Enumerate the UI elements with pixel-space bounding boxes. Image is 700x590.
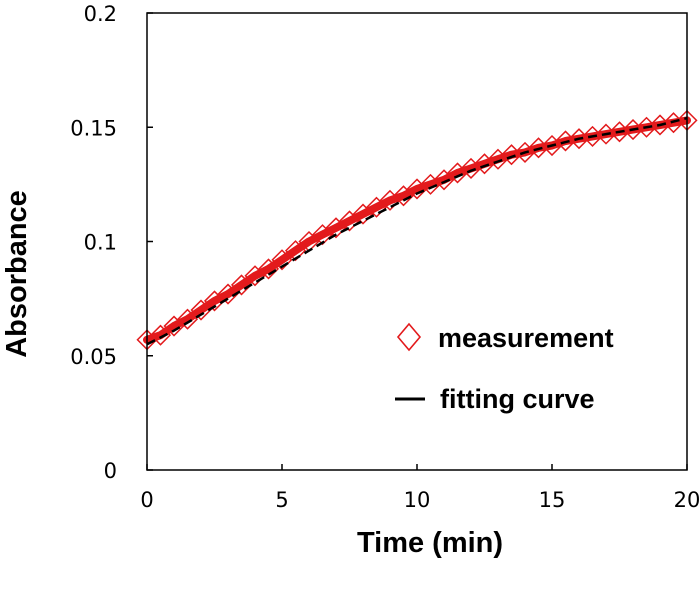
measurement-point [581, 125, 604, 147]
measurement-point [244, 265, 266, 287]
measurement-point [554, 130, 577, 152]
measurement-point [190, 299, 212, 321]
x-tick-label: 15 [539, 488, 566, 512]
measurement-point [311, 224, 334, 246]
y-tick-label: 0 [104, 459, 117, 483]
measurement-point [352, 203, 374, 225]
measurement-point [595, 123, 617, 145]
measurement-point [257, 258, 280, 280]
measurement-point [527, 137, 550, 159]
measurement-point [568, 128, 590, 150]
y-tick-label: 0.15 [70, 116, 117, 140]
measurement-point [284, 240, 307, 262]
legend-fitting-curve-label: fitting curve [440, 384, 595, 414]
axes: 0 5 10 15 20 0 0.05 0.1 0.15 0.2 [70, 2, 700, 512]
x-axis-title: Time (min) [357, 527, 503, 559]
measurement-point [365, 196, 388, 218]
measurement-point [608, 121, 631, 143]
legend-measurement-marker [396, 322, 422, 352]
x-tick-label: 5 [275, 488, 288, 512]
measurement-band [143, 116, 691, 344]
measurement-point [217, 283, 239, 305]
measurement-point [176, 308, 199, 330]
measurement-point [622, 118, 644, 141]
measurement-point [662, 112, 685, 134]
legend: measurement fitting curve [395, 322, 614, 414]
measurement-point [149, 324, 172, 346]
measurement-point [271, 249, 293, 271]
measurement-point [163, 315, 185, 337]
y-tick-label: 0.2 [84, 2, 117, 26]
y-axis-title: Absorbance [1, 190, 33, 358]
y-tick-label: 0.05 [70, 345, 117, 369]
measurement-point [392, 185, 415, 207]
measurement-point [230, 274, 253, 296]
measurement-point [203, 290, 226, 312]
legend-measurement-label: measurement [438, 323, 614, 353]
measurement-point [338, 210, 361, 232]
fitting-curve [146, 116, 688, 346]
plot-content [136, 109, 698, 351]
measurement-point [649, 114, 671, 136]
x-tick-label: 0 [140, 488, 153, 512]
x-tick-label: 10 [404, 488, 431, 512]
measurement-point [433, 169, 455, 191]
y-tick-label: 0.1 [84, 231, 117, 255]
x-tick-label: 20 [674, 488, 700, 512]
measurement-point [325, 217, 347, 239]
measurement-point [635, 116, 658, 138]
measurement-point [500, 144, 523, 166]
plot-frame [146, 12, 688, 471]
